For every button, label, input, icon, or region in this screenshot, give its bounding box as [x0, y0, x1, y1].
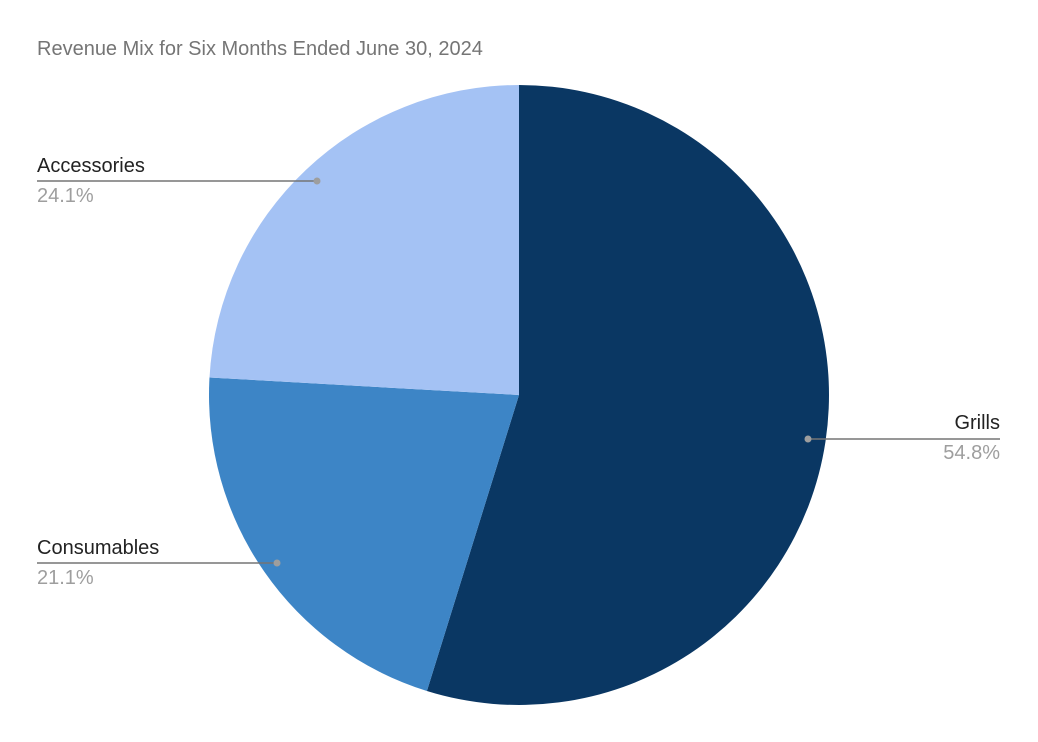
pie-slice-accessories: [209, 85, 519, 395]
slice-value-label: 24.1%: [37, 185, 94, 207]
leader-dot: [804, 435, 812, 443]
slice-value-label: 21.1%: [37, 567, 94, 589]
pie-slice-grills: [426, 85, 829, 706]
slice-label: Consumables: [37, 537, 159, 559]
slice-value-label: 54.8%: [943, 442, 1000, 464]
slice-label: Grills: [954, 412, 1000, 434]
pie-slice-consumables: [209, 377, 520, 692]
leader-dot: [273, 559, 281, 567]
leader-dot: [313, 177, 321, 185]
slice-label: Accessories: [37, 155, 145, 177]
chart-title: Revenue Mix for Six Months Ended June 30…: [37, 38, 483, 60]
